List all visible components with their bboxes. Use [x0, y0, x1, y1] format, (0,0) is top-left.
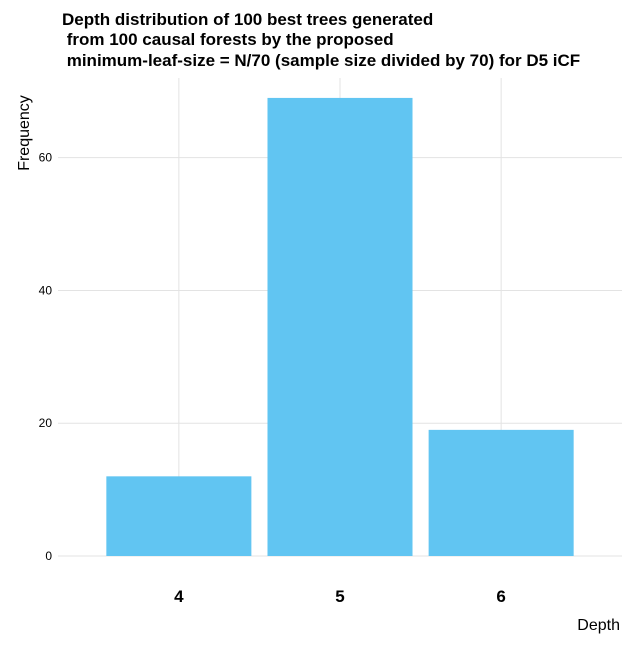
x-axis-label: Depth	[577, 617, 620, 634]
y-tick-labels: 0 20 40 60	[39, 151, 53, 563]
chart-title-line-2: from 100 causal forests by the proposed	[62, 30, 394, 49]
bar-depth-5	[267, 97, 413, 557]
x-tick-label: 6	[496, 587, 505, 606]
y-tick-label: 0	[45, 549, 52, 563]
bars-layer	[106, 97, 574, 557]
x-tick-label: 4	[174, 587, 184, 606]
chart-title-line-1: Depth distribution of 100 best trees gen…	[62, 10, 433, 29]
y-axis-label: Frequency	[16, 95, 33, 171]
x-tick-labels: 4 5 6	[174, 587, 506, 606]
y-tick-label: 20	[39, 416, 53, 430]
chart-title-line-3: minimum-leaf-size = N/70 (sample size di…	[62, 51, 580, 70]
y-tick-label: 60	[39, 151, 53, 165]
x-tick-label: 5	[335, 587, 344, 606]
bar-depth-4	[106, 476, 252, 556]
bar-depth-6	[428, 429, 574, 556]
y-tick-label: 40	[39, 283, 53, 297]
chart-title: Depth distribution of 100 best trees gen…	[62, 10, 580, 70]
